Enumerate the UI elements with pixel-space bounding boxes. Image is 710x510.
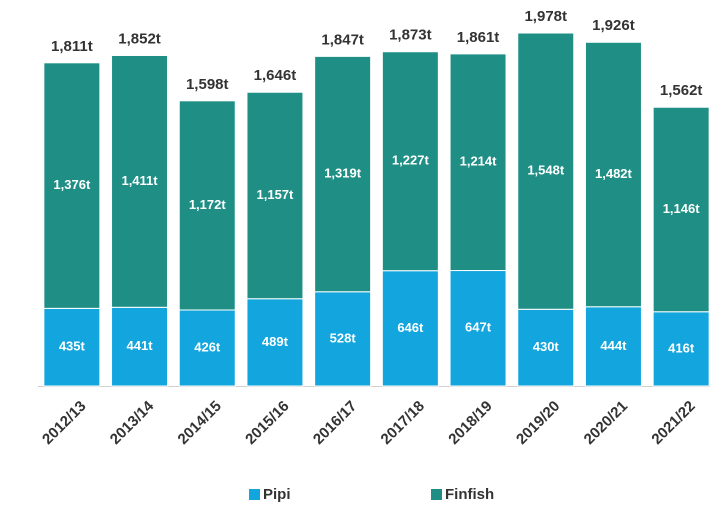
x-tick-label: 2014/15 — [175, 398, 225, 448]
value-label: 444t — [600, 338, 627, 353]
total-label: 1,926t — [592, 17, 635, 34]
x-tick-label: 2017/18 — [378, 398, 428, 448]
x-tick-label: 2020/21 — [581, 398, 631, 448]
value-label: 416t — [668, 340, 695, 355]
value-label: 430t — [533, 339, 560, 354]
value-label: 1,482t — [595, 166, 633, 181]
bar-segment — [381, 51, 439, 272]
bar-segment — [314, 55, 372, 293]
value-label: 435t — [59, 339, 86, 354]
x-tick-label: 2018/19 — [445, 398, 495, 448]
value-label: 1,411t — [121, 173, 158, 188]
value-label: 441t — [127, 338, 154, 353]
bar-segment — [111, 54, 169, 308]
x-tick-label: 2019/20 — [513, 398, 563, 448]
bar-segment — [584, 41, 642, 308]
bar-segment — [652, 311, 710, 387]
value-label: 489t — [262, 334, 289, 349]
bar-segment — [246, 298, 304, 387]
value-label: 647t — [465, 320, 492, 335]
total-label: 1,562t — [660, 82, 703, 99]
legend-swatch — [431, 489, 442, 500]
bar-segment — [381, 270, 439, 387]
bar-segment — [178, 309, 236, 387]
value-label: 1,319t — [324, 166, 362, 181]
total-label: 1,852t — [118, 30, 161, 47]
value-label: 1,157t — [257, 187, 295, 202]
value-label: 426t — [194, 339, 221, 354]
x-tick-label: 2013/14 — [107, 397, 158, 448]
total-label: 1,847t — [321, 31, 364, 48]
x-tick-label: 2012/13 — [39, 398, 89, 448]
bar-segment — [584, 306, 642, 387]
value-label: 1,376t — [53, 177, 91, 192]
x-tick-label: 2015/16 — [242, 398, 292, 448]
legend-swatch — [249, 489, 260, 500]
value-label: 528t — [330, 330, 357, 345]
value-label: 1,548t — [527, 163, 565, 178]
total-label: 1,811t — [51, 38, 93, 55]
value-label: 646t — [397, 320, 424, 335]
value-label: 1,227t — [392, 153, 430, 168]
bar-segment — [652, 106, 710, 313]
bar-segment — [449, 270, 507, 387]
bar-segment — [246, 91, 304, 300]
bar-segment — [178, 100, 236, 311]
total-label: 1,873t — [389, 27, 432, 44]
total-label: 1,598t — [186, 76, 229, 93]
x-tick-label: 2021/22 — [648, 398, 698, 448]
bar-segment — [43, 307, 101, 387]
bar-segment — [517, 308, 575, 387]
legend-label: Pipi — [263, 486, 291, 503]
value-label: 1,146t — [663, 201, 701, 216]
total-label: 1,978t — [524, 8, 567, 25]
bar-segment — [43, 62, 101, 309]
total-label: 1,646t — [254, 67, 297, 84]
legend-label: Finfish — [445, 486, 494, 503]
bar-segment — [449, 53, 507, 272]
value-label: 1,172t — [189, 197, 227, 212]
value-label: 1,214t — [460, 154, 498, 169]
x-tick-label: 2016/17 — [310, 398, 360, 448]
total-label: 1,861t — [457, 29, 500, 46]
bar-segment — [314, 291, 372, 387]
bar-segment — [517, 32, 575, 310]
